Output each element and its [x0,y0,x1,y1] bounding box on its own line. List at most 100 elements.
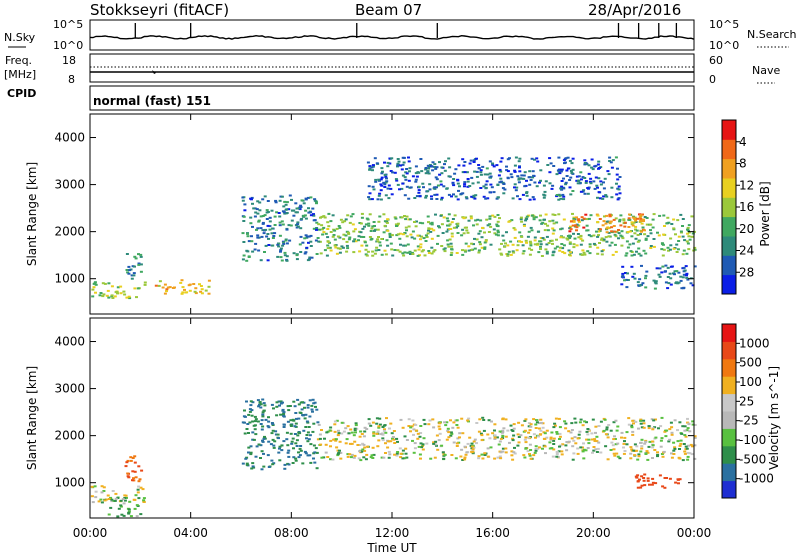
echo-cell [396,233,400,236]
echo-cell [533,181,537,184]
echo-cell [478,243,482,246]
echo-cell [456,437,460,440]
echo-cell [274,433,278,436]
echo-cell [496,231,500,234]
echo-cell [260,235,264,238]
echo-cell [537,427,541,430]
echo-cell [453,172,457,175]
echo-cell [529,242,533,245]
echo-cell [303,450,307,453]
echo-cell [637,247,641,250]
echo-cell [344,218,348,221]
echo-cell [614,217,618,220]
echo-cell [513,183,517,186]
echo-cell [513,186,516,189]
echo-cell [631,224,635,227]
echo-cell [579,446,583,449]
echo-cell [687,235,691,238]
echo-cell [338,247,342,250]
echo-cell [499,457,503,460]
echo-cell [649,247,653,249]
echo-cell [263,435,266,438]
echo-cell [371,446,375,449]
echo-cell [626,272,629,275]
echo-cell [620,275,624,278]
echo-cell [346,455,350,458]
colorbar-tick-label: 16 [739,200,754,214]
echo-cell [424,172,428,175]
echo-cell [261,413,265,416]
echo-cell [499,180,503,183]
echo-cell [456,198,460,201]
echo-cell [475,442,478,445]
echo-cell [489,446,493,449]
echo-cell [643,473,647,476]
echo-cell [243,432,247,435]
echo-cell [501,450,505,453]
echo-cell [463,445,467,448]
echo-cell [483,247,487,250]
echo-cell [518,157,522,160]
echo-cell [523,419,527,422]
echo-cell [434,443,438,446]
echo-cell [594,176,598,179]
echo-cell [610,196,614,199]
echo-cell [430,195,433,198]
echo-cell [541,237,545,240]
echo-cell [395,179,399,182]
echo-cell [631,216,635,219]
echo-cell [377,178,381,181]
echo-cell [590,432,594,435]
echo-cell [652,279,656,282]
echo-cell [518,240,521,243]
echo-cell [499,437,503,440]
echo-cell [364,223,368,226]
echo-cell [289,419,293,422]
echo-cell [605,214,608,217]
echo-cell [529,179,533,181]
echo-cell [670,452,673,455]
echo-cell [572,439,576,442]
echo-cell [395,452,399,455]
echo-cell [691,420,695,423]
echo-cell [430,221,434,224]
echo-cell [568,242,572,245]
echo-cell [311,207,315,210]
echo-cell [495,436,499,439]
echo-cell [558,194,562,197]
echo-cell [371,225,375,228]
x-tick-label: 04:00 [173,526,208,540]
echo-cell [372,434,376,437]
echo-cell [315,221,319,224]
echo-cell [639,419,643,422]
echo-cell [520,220,524,223]
echo-cell [639,217,643,220]
echo-cell [277,437,280,440]
echo-cell [559,187,563,190]
echo-cell [685,252,689,255]
echo-cell [377,426,381,429]
echo-cell [585,438,589,441]
time-axis-label: Time UT [366,541,417,554]
echo-cell [418,221,422,224]
echo-cell [446,239,450,242]
echo-cell [287,449,291,452]
echo-cell [651,457,654,459]
echo-cell [354,431,357,434]
echo-cell [579,190,583,193]
echo-cell [549,438,553,441]
echo-cell [271,463,275,466]
echo-cell [320,456,324,459]
echo-cell [657,234,661,237]
echo-cell [463,458,467,461]
echo-cell [593,244,597,246]
echo-cell [450,221,454,224]
echo-cell [547,242,551,244]
echo-cell [194,287,198,290]
echo-cell [526,235,530,238]
echo-cell [503,188,507,191]
echo-cell [506,254,510,257]
echo-cell [317,223,321,226]
echo-cell [125,296,129,299]
echo-cell [320,224,324,227]
